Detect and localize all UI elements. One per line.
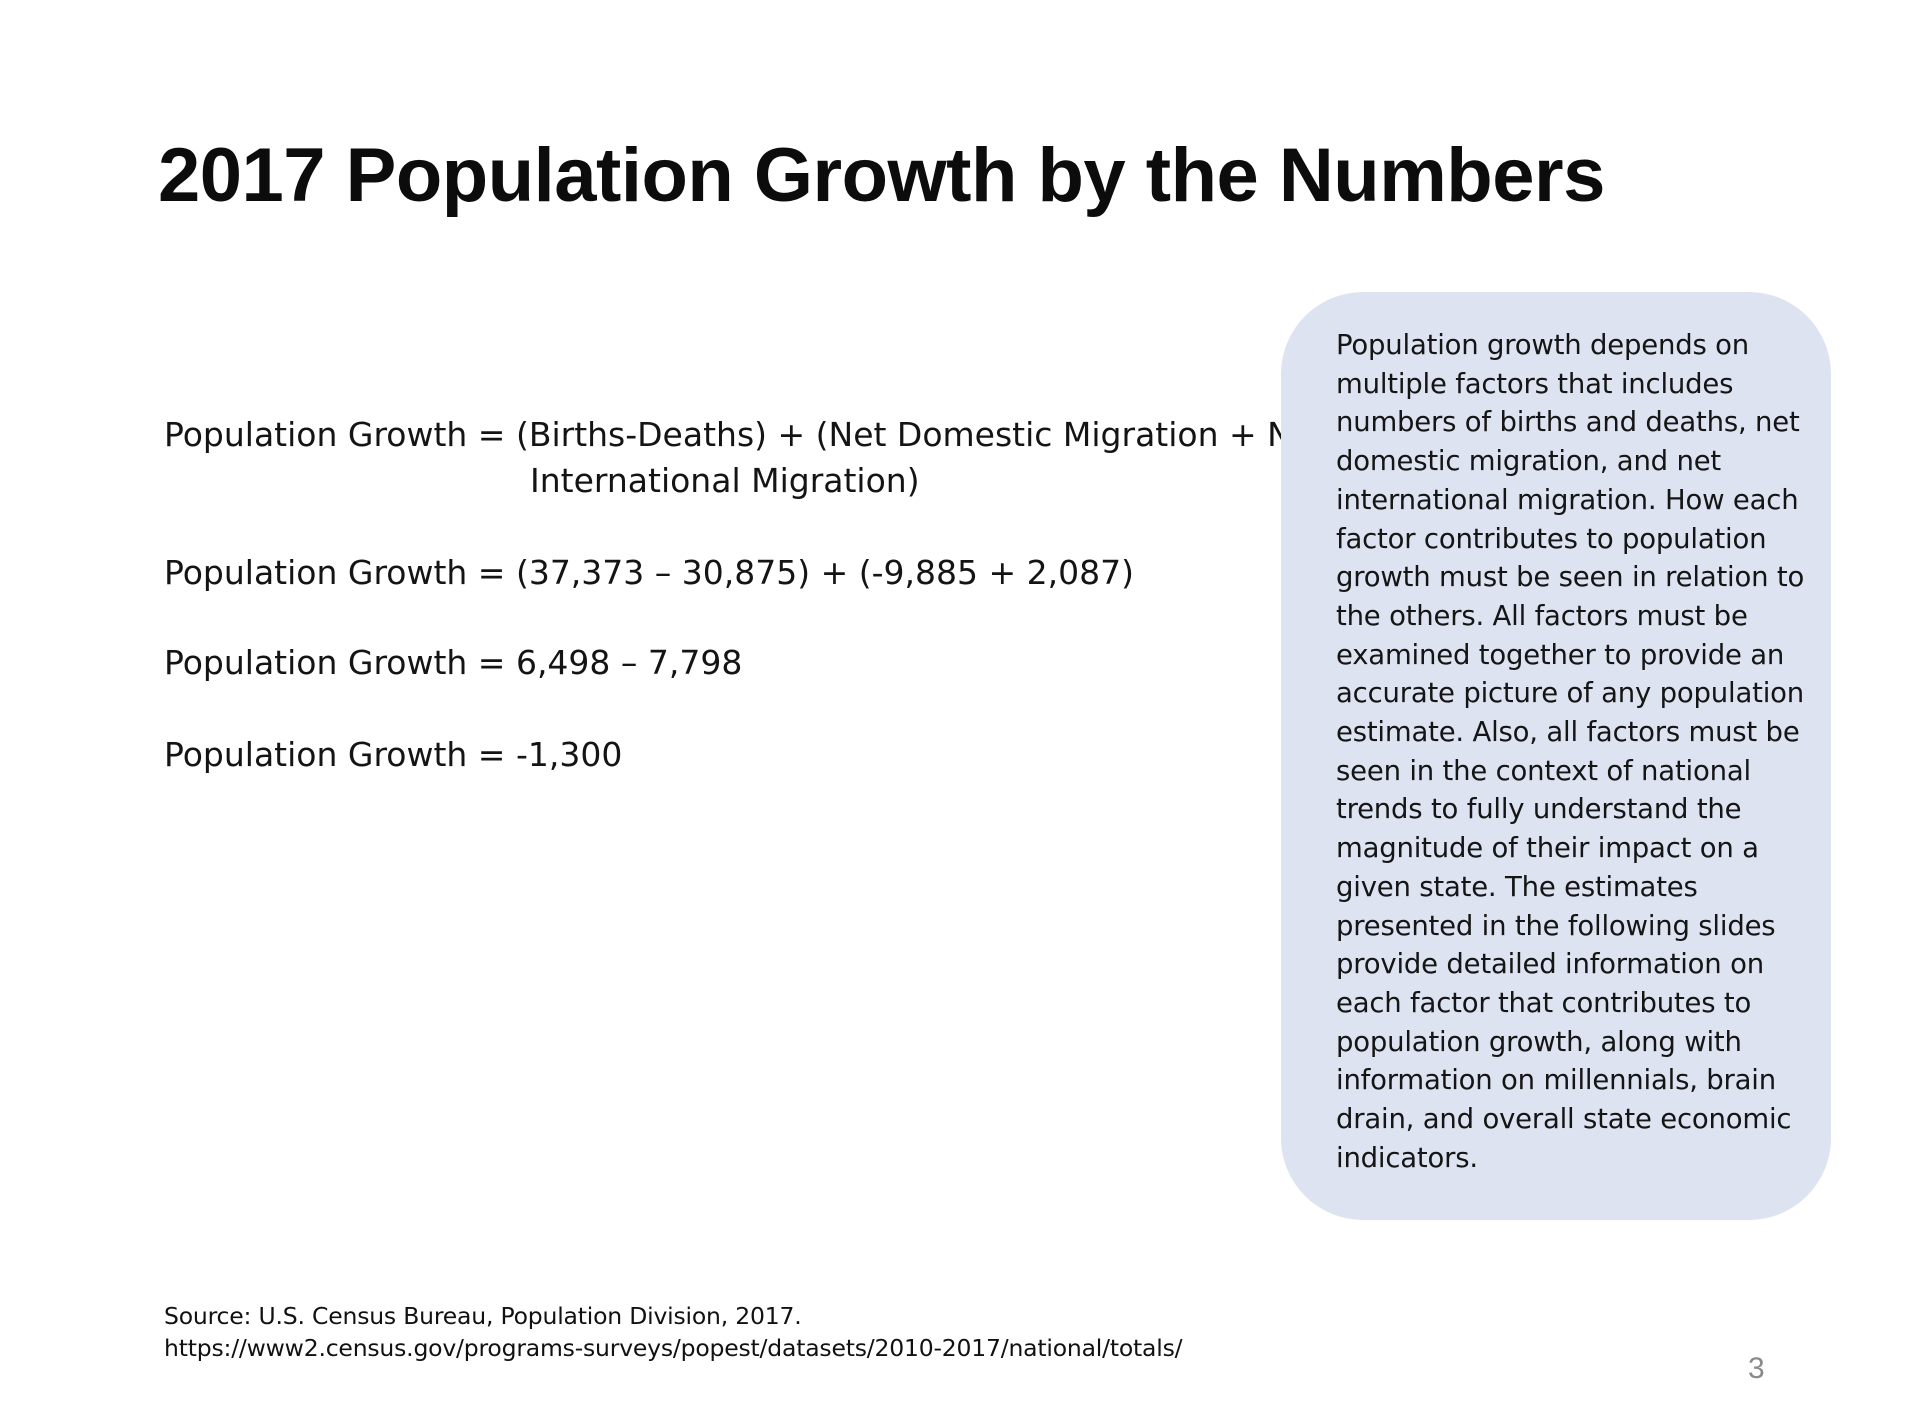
source-text: Source: U.S. Census Bureau, Population D… xyxy=(164,1302,802,1330)
explanation-line: domestic migration, and net xyxy=(1336,445,1722,478)
explanation-line: population growth, along with xyxy=(1336,1025,1742,1058)
equation-formula-continued: International Migration) xyxy=(530,461,920,500)
equation-formula: Population Growth = (Births-Deaths) + (N… xyxy=(164,415,1326,454)
page-number: 3 xyxy=(1748,1352,1765,1385)
explanation-line: accurate picture of any population xyxy=(1336,677,1804,710)
explanation-line: information on millennials, brain xyxy=(1336,1064,1776,1097)
source-url: https://www2.census.gov/programs-surveys… xyxy=(164,1334,1183,1362)
slide-title: 2017 Population Growth by the Numbers xyxy=(158,133,1605,218)
explanation-line: presented in the following slides xyxy=(1336,909,1776,942)
explanation-text: Population growth depends on multiple fa… xyxy=(1336,326,1811,1177)
explanation-line: each factor that contributes to xyxy=(1336,986,1752,1019)
explanation-line: provide detailed information on xyxy=(1336,948,1764,981)
explanation-line: international migration. How each xyxy=(1336,483,1799,516)
equation-values: Population Growth = (37,373 – 30,875) + … xyxy=(164,553,1134,592)
explanation-line: estimate. Also, all factors must be xyxy=(1336,716,1800,749)
explanation-line: magnitude of their impact on a xyxy=(1336,832,1759,865)
explanation-line: numbers of births and deaths, net xyxy=(1336,406,1800,439)
explanation-line: drain, and overall state economic xyxy=(1336,1103,1792,1136)
explanation-line: the others. All factors must be xyxy=(1336,599,1748,632)
source-citation: Source: U.S. Census Bureau, Population D… xyxy=(164,1300,1183,1364)
explanation-line: indicators. xyxy=(1336,1141,1478,1174)
equation-result: Population Growth = -1,300 xyxy=(164,735,623,774)
explanation-line: seen in the context of national xyxy=(1336,754,1751,787)
explanation-line: trends to fully understand the xyxy=(1336,793,1742,826)
explanation-line: given state. The estimates xyxy=(1336,870,1698,903)
equation-subtotals: Population Growth = 6,498 – 7,798 xyxy=(164,643,743,682)
explanation-line: factor contributes to population xyxy=(1336,522,1767,555)
explanation-callout: Population growth depends on multiple fa… xyxy=(1281,292,1831,1220)
explanation-line: multiple factors that includes xyxy=(1336,367,1734,400)
explanation-line: growth must be seen in relation to xyxy=(1336,561,1805,594)
explanation-line: Population growth depends on xyxy=(1336,329,1750,361)
explanation-line: examined together to provide an xyxy=(1336,638,1785,671)
